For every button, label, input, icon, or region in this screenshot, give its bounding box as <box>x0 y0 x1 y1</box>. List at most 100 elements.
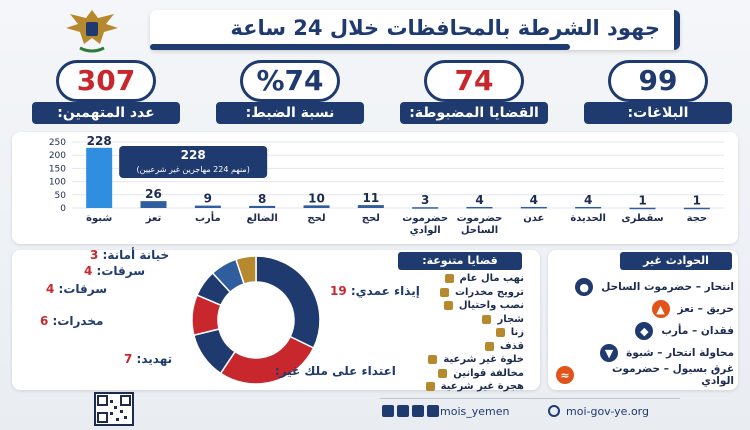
x-tick-label: الضالع <box>246 213 277 224</box>
x-icon[interactable] <box>382 405 394 417</box>
case-icon <box>482 314 492 324</box>
case-icon <box>495 328 505 338</box>
misc-case-item: ترويج مخدرات <box>394 286 524 300</box>
slice-value: 4 <box>46 282 55 296</box>
misc-case-item: مخالفة قوانين <box>394 367 524 381</box>
kpi-value: 99 <box>608 60 708 102</box>
bar <box>194 205 221 208</box>
misc-case-item: زنا <box>394 326 524 340</box>
donut-slice-label: سرقات: 4 <box>84 264 145 278</box>
globe-icon <box>548 405 560 417</box>
slice-value: 19 <box>330 284 347 298</box>
bar <box>520 206 547 209</box>
x-tick-label: مأرب <box>195 211 221 224</box>
bar <box>412 207 439 209</box>
social-icons <box>382 405 439 417</box>
youtube-icon[interactable] <box>397 405 409 417</box>
bar-value-label: 10 <box>308 191 325 205</box>
bar-value-label: 1 <box>638 194 646 208</box>
case-icon <box>439 287 449 297</box>
non-criminal-panel <box>548 250 738 390</box>
case-icon <box>444 274 454 284</box>
slice-name: سرقات: <box>54 282 108 296</box>
donut-chart <box>191 255 321 385</box>
footer-divider <box>380 398 680 399</box>
donut-slice-label: سرقات: 4 <box>46 282 107 296</box>
bar <box>466 206 493 209</box>
bar-value-label: 26 <box>145 187 162 201</box>
misc-cases-header: قضايا متنوعة: <box>398 252 522 270</box>
fall-icon: ▼ <box>600 344 619 362</box>
x-tick-label: الساحل <box>461 225 498 236</box>
x-tick-label: حجة <box>687 213 707 224</box>
slice-value: 4 <box>84 264 93 278</box>
qr-icon <box>97 395 131 423</box>
x-tick-label: الوادي <box>410 225 441 236</box>
x-tick-label: حضرموت <box>457 213 503 224</box>
bar-value-label: 4 <box>584 193 592 207</box>
slice-name: مخدرات: <box>48 314 104 328</box>
misc-case-item: شجار <box>394 313 524 327</box>
y-tick-label: 100 <box>49 178 66 188</box>
annotation-text: (منهم 224 مهاجرين غير شرعيين) <box>137 165 250 174</box>
y-tick-label: 0 <box>60 204 66 214</box>
y-tick-label: 250 <box>49 138 66 148</box>
person-icon: ● <box>575 278 594 296</box>
eagle-emblem-icon <box>66 10 118 53</box>
bar-value-label: 8 <box>258 192 266 206</box>
case-icon <box>438 368 448 378</box>
page-title: جهود الشرطة بالمحافظات خلال 24 ساعة <box>230 16 660 40</box>
misc-case-item: نصب واحتيال <box>394 299 524 313</box>
misc-case-label: قذف <box>500 340 524 352</box>
kpi-label: عدد المتهمين: <box>32 102 180 124</box>
facebook-icon[interactable] <box>427 405 439 417</box>
bar <box>249 205 276 208</box>
y-tick-label: 200 <box>49 151 66 161</box>
non-criminal-label: فقدان – مأرب <box>661 325 734 337</box>
misc-case-item: قذف <box>394 340 524 354</box>
x-tick-label: تعز <box>145 213 162 224</box>
slice-value: 6 <box>40 314 49 328</box>
annotation-box <box>119 146 268 178</box>
bar <box>86 147 113 208</box>
bar-value-label: 4 <box>475 193 483 207</box>
header: جهود الشرطة بالمحافظات خلال 24 ساعة <box>150 10 680 50</box>
non-criminal-item: انتحار – حضرموت الساحل ● <box>556 276 734 298</box>
misc-case-label: هجرة غير شرعية <box>440 381 524 393</box>
non-criminal-label: انتحار – حضرموت الساحل <box>601 281 734 293</box>
bar <box>357 205 384 208</box>
kpi-value: 74 <box>424 60 524 102</box>
website-link[interactable]: moi-gov-ye.org <box>566 405 649 418</box>
misc-case-label: ترويج مخدرات <box>454 286 524 298</box>
x-tick-label: لحج <box>362 213 380 224</box>
misc-case-label: شجار <box>497 313 524 325</box>
slice-name: سرقات: <box>92 264 146 278</box>
bar-value-label: 4 <box>530 193 538 207</box>
telegram-icon[interactable] <box>412 405 424 417</box>
kpi-value: 307 <box>56 60 156 102</box>
misc-case-item: خلوة غير شرعية <box>394 353 524 367</box>
bar-value-label: 228 <box>87 134 112 148</box>
bar-value-label: 3 <box>421 193 429 207</box>
bar-value-label: 9 <box>204 192 212 206</box>
kpi-accused: 307 عدد المتهمين: <box>32 60 180 126</box>
header-underline <box>150 44 570 50</box>
bar <box>575 206 602 209</box>
slice-name: خيانة أمانة: <box>98 248 170 262</box>
x-tick-label: حضرموت <box>402 213 448 224</box>
qr-code[interactable] <box>94 392 134 426</box>
slice-value: 3 <box>90 248 99 262</box>
y-tick-label: 50 <box>55 191 67 201</box>
donut-slice <box>255 255 321 349</box>
non-criminal-label: محاولة انتحار – شبوة <box>626 347 734 359</box>
misc-case-label: نهب مال عام <box>459 273 524 285</box>
kpi-rate: %74 نسبة الضبط: <box>216 60 364 126</box>
non-criminal-item: حريق – تعز ▲ <box>556 298 734 320</box>
slice-value: 16 <box>254 364 271 378</box>
social-handle[interactable]: mois_yemen <box>440 405 510 418</box>
non-criminal-label: غرق بسيول – حضرموت الوادي <box>612 363 734 387</box>
kpi-label: نسبة الضبط: <box>216 102 364 124</box>
annotation-value: 228 <box>181 148 206 162</box>
donut-slice-label: مخدرات: 6 <box>40 314 103 328</box>
bar-value-label: 1 <box>693 194 701 208</box>
